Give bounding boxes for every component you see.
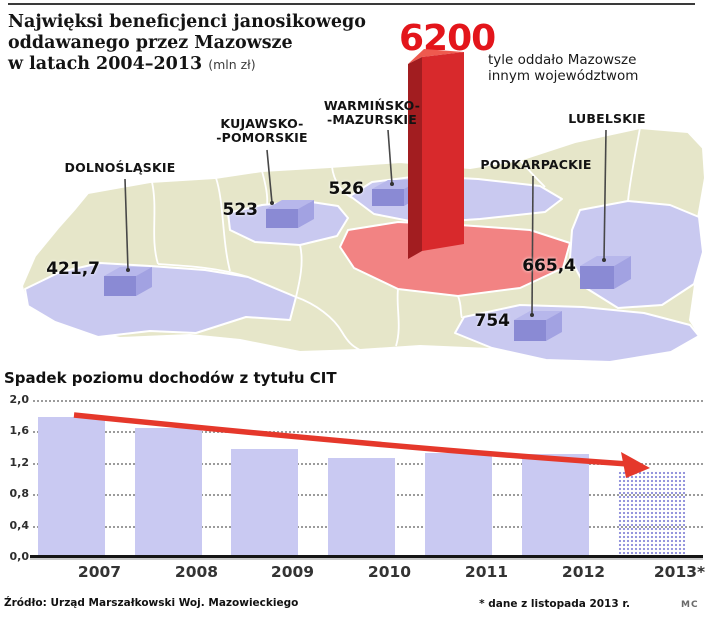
- label-line: LUBELSKIE: [568, 111, 646, 126]
- region-label-lubelskie: LUBELSKIE: [532, 112, 682, 126]
- title-line-3: w latach 2004–2013 (mln zł): [8, 54, 408, 75]
- top-rule: [8, 3, 695, 5]
- asterisk-note: * dane z listopada 2013 r.: [479, 598, 630, 610]
- y-tick-label: 0,0: [9, 550, 30, 563]
- leader-line-dolnoslaskie: [124, 178, 129, 271]
- leader-line-kujawsko: [266, 149, 273, 204]
- region-value-warminsko-mazurskie: 526: [328, 179, 365, 199]
- bar: [135, 428, 202, 557]
- red-bar-6200: [408, 49, 464, 259]
- source-note: Źródło: Urząd Marszałkowski Woj. Mazowie…: [4, 597, 299, 609]
- x-tick-label: 2008: [174, 563, 219, 581]
- region-value-lubelskie: 665,4: [522, 256, 576, 276]
- chart-title: Spadek poziomu dochodów z tytułu CIT: [4, 369, 337, 387]
- region-label-warminsko-mazurskie: WARMIŃSKO- -MAZURSKIE: [297, 99, 447, 127]
- x-tick-label: 2009: [270, 563, 315, 581]
- label-line: -POMORSKIE: [216, 130, 308, 145]
- x-tick-label: 2007: [77, 563, 122, 581]
- region-value-dolnoslaskie: 421,7: [46, 259, 100, 279]
- gridline: [33, 400, 703, 402]
- bar-forecast: [618, 471, 685, 557]
- region-label-podkarpackie: PODKARPACKIE: [461, 158, 611, 172]
- cube-warminsko-mazurskie: [372, 180, 420, 206]
- leader-dots: [126, 182, 606, 317]
- y-tick-label: 2,0: [9, 393, 30, 406]
- label-line: WARMIŃSKO-: [323, 98, 421, 113]
- x-tick-label: 2010: [367, 563, 412, 581]
- region-value-kujawsko-pomorskie: 523: [222, 200, 259, 220]
- bar: [231, 449, 298, 557]
- leader-line-podkarpackie: [531, 175, 534, 316]
- title-years: w latach 2004–2013: [8, 54, 203, 74]
- bar: [38, 417, 105, 557]
- cube-kujawsko-pomorskie: [266, 200, 314, 228]
- title-unit: (mln zł): [208, 57, 256, 72]
- note-line-1: tyle oddało Mazowsze: [488, 52, 637, 68]
- bar: [522, 454, 589, 557]
- bar: [425, 453, 492, 557]
- region-label-dolnoslaskie: DOLNOŚLĄSKIE: [40, 161, 200, 175]
- region-value-podkarpackie: 754: [474, 311, 511, 331]
- y-tick-label: 1,2: [9, 456, 30, 469]
- chart-bars: [36, 400, 704, 557]
- title-line-1: Najwięksi beneficjenci janosikowego: [8, 12, 366, 32]
- x-tick-label: 2012: [561, 563, 606, 581]
- page-title: Najwięksi beneficjenci janosikowego odda…: [8, 12, 408, 75]
- x-tick-label: 2011: [464, 563, 509, 581]
- leader-line-lubelskie: [603, 129, 607, 261]
- title-line-2: oddawanego przez Mazowsze: [8, 33, 293, 53]
- leader-line-warminsko: [387, 129, 393, 185]
- y-tick-label: 1,6: [9, 424, 30, 437]
- cube-podkarpackie: [514, 311, 562, 341]
- x-tick-label: 2013*: [653, 563, 706, 581]
- bar: [328, 458, 395, 557]
- note-line-2: innym województwom: [488, 67, 639, 84]
- cube-lubelskie: [580, 256, 631, 289]
- region-warminsko-mazurskie-shape: [349, 175, 563, 224]
- label-line: PODKARPACKIE: [480, 157, 592, 172]
- mazowsze-total-note: tyle oddało Mazowsze innym województwom: [488, 52, 648, 84]
- region-lubelskie-shape: [569, 200, 704, 309]
- chart-x-axis: [30, 555, 703, 560]
- credit-mark: MC: [681, 600, 699, 610]
- y-tick-label: 0,4: [9, 519, 30, 532]
- cube-dolnoslaskie: [104, 267, 152, 296]
- y-tick-label: 0,8: [9, 487, 30, 500]
- label-line: DOLNOŚLĄSKIE: [64, 160, 176, 175]
- beneficiary-regions: [24, 175, 704, 363]
- label-line: -MAZURSKIE: [326, 112, 418, 127]
